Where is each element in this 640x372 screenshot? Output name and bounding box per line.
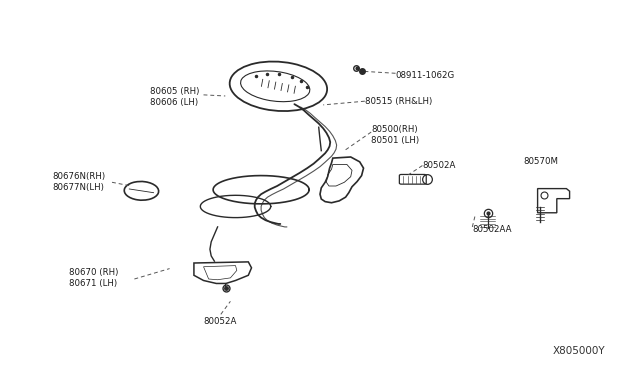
Text: 80502A: 80502A bbox=[422, 161, 456, 170]
Text: X805000Y: X805000Y bbox=[553, 346, 605, 356]
Text: 80515 (RH&LH): 80515 (RH&LH) bbox=[365, 97, 432, 106]
Text: 80605 (RH)
80606 (LH): 80605 (RH) 80606 (LH) bbox=[150, 87, 200, 107]
Text: 80670 (RH)
80671 (LH): 80670 (RH) 80671 (LH) bbox=[69, 268, 118, 288]
Text: 08911-1062G: 08911-1062G bbox=[396, 71, 455, 80]
Text: 80502AA: 80502AA bbox=[472, 225, 512, 234]
Text: 80052A: 80052A bbox=[204, 317, 237, 326]
Text: 80676N(RH)
80677N(LH): 80676N(RH) 80677N(LH) bbox=[52, 172, 106, 192]
Text: 80570M: 80570M bbox=[524, 157, 559, 166]
Text: 80500(RH)
80501 (LH): 80500(RH) 80501 (LH) bbox=[371, 125, 419, 145]
